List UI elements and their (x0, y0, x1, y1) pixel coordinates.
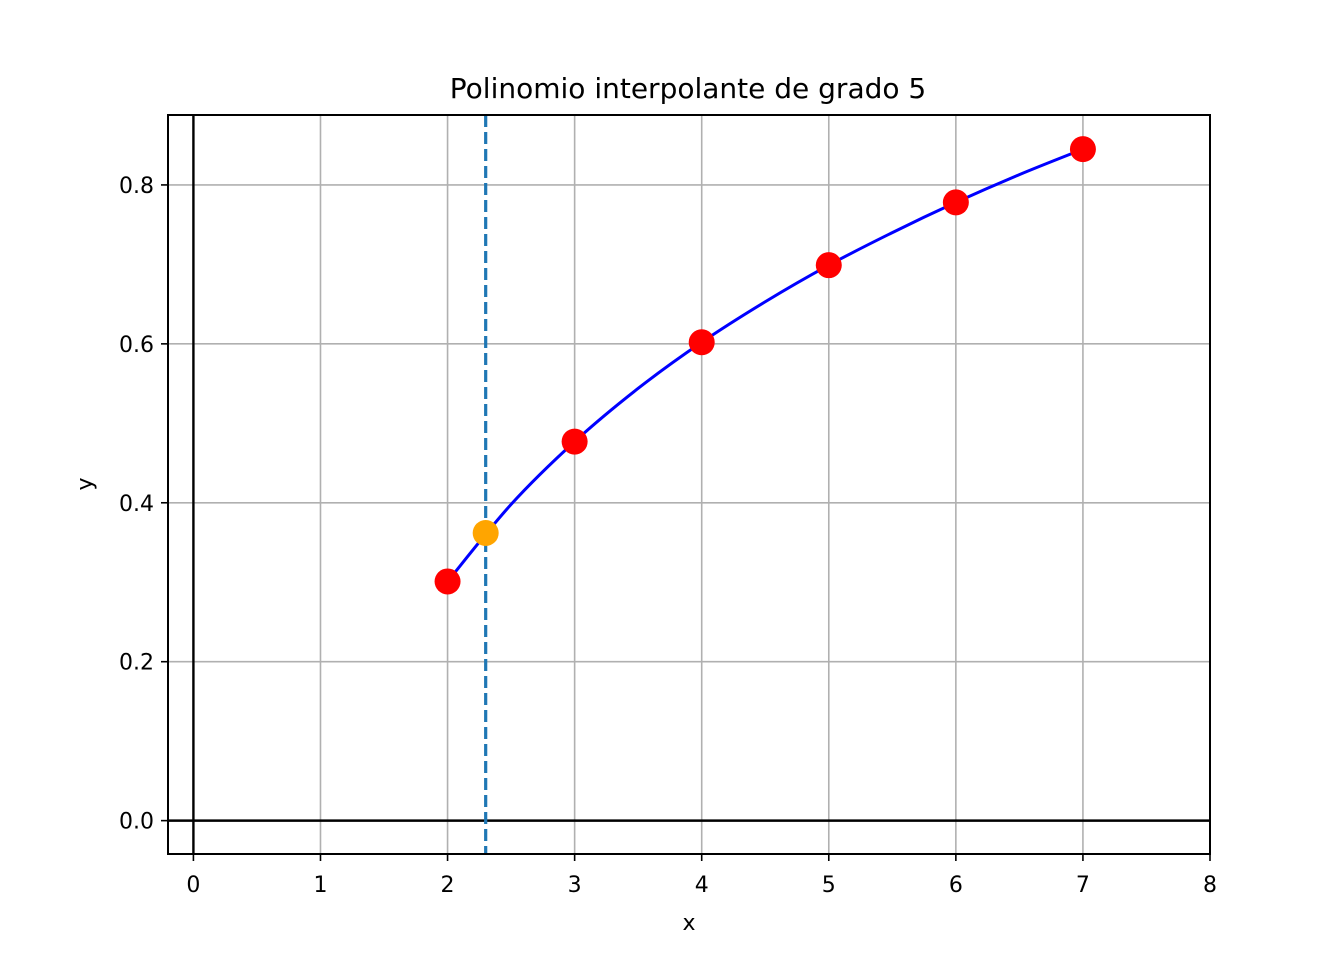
y-tick-label: 0.4 (119, 492, 154, 517)
x-tick-label: 7 (1076, 873, 1090, 898)
x-tick-label: 6 (949, 873, 963, 898)
series (434, 136, 1096, 595)
plot-frame (167, 114, 1211, 855)
data-point (561, 428, 588, 455)
reference-lines (168, 115, 1210, 854)
interpolated-point (472, 519, 499, 546)
data-point (942, 189, 969, 216)
y-tick-label: 0.8 (119, 174, 154, 199)
x-tick-label: 4 (695, 873, 709, 898)
data-point (688, 329, 715, 356)
y-tick-label: 0.2 (119, 651, 154, 676)
x-tick-label: 2 (441, 873, 455, 898)
grid (168, 115, 1211, 854)
x-tick-label: 1 (313, 873, 327, 898)
interpolating-polynomial-curve (446, 147, 1084, 583)
x-axis-label: x (682, 911, 695, 936)
chart-title: Polinomio interpolante de grado 5 (450, 72, 926, 105)
x-tick-label: 3 (568, 873, 582, 898)
x-ticks: 0 1 2 3 4 5 6 7 8 (186, 854, 1217, 898)
y-tick-label: 0.0 (119, 810, 154, 835)
x-tick-label: 0 (186, 873, 200, 898)
data-point (434, 568, 461, 595)
y-ticks: 0.0 0.2 0.4 0.6 0.8 (119, 174, 168, 835)
x-tick-label: 8 (1203, 873, 1217, 898)
y-tick-label: 0.6 (119, 333, 154, 358)
x-tick-label: 5 (822, 873, 836, 898)
y-axis-label: y (73, 477, 98, 490)
data-point (1069, 136, 1096, 163)
data-point (815, 252, 842, 279)
